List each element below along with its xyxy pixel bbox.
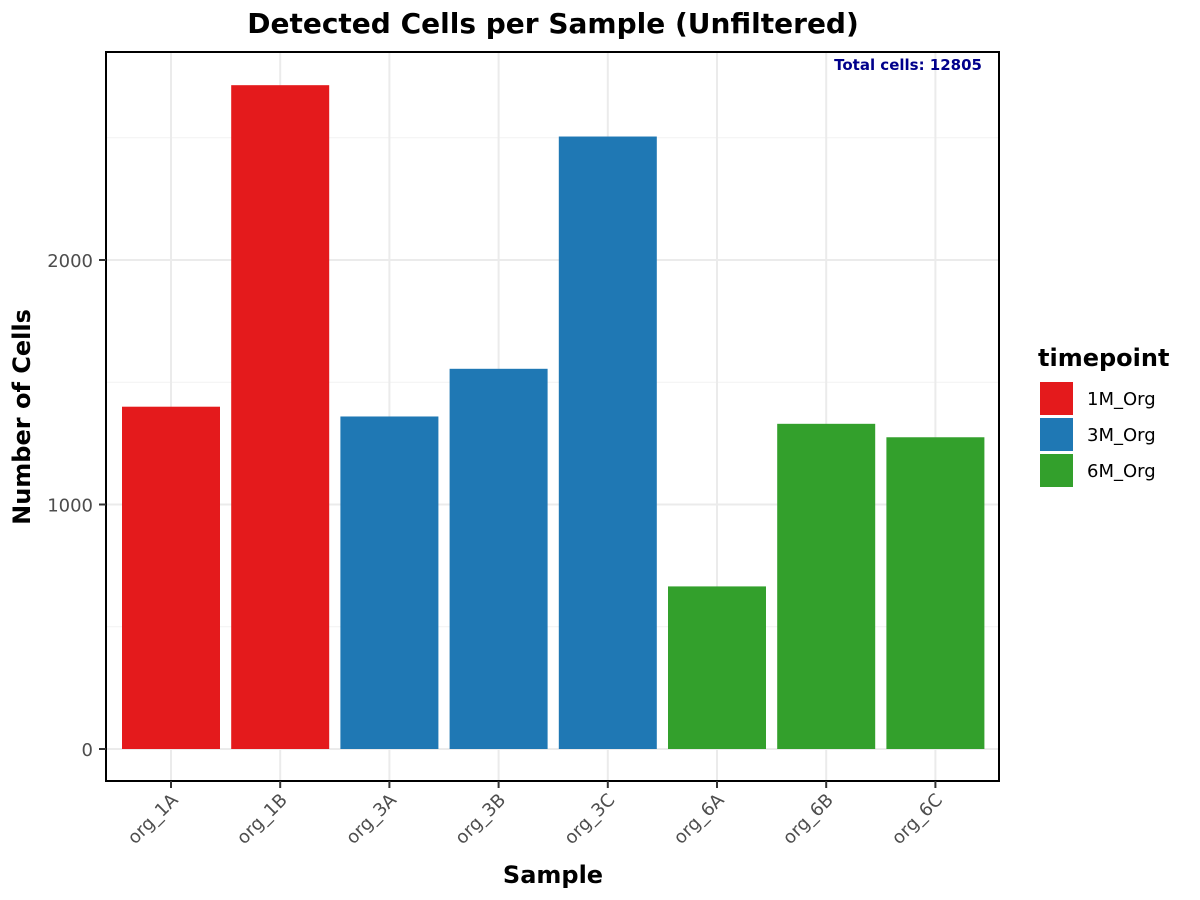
y-tick-label: 2000 <box>47 251 93 272</box>
bars <box>122 85 985 750</box>
total-cells-annotation: Total cells: 12805 <box>834 56 982 74</box>
bar-org_6B <box>777 423 876 749</box>
legend-label-1M_Org: 1M_Org <box>1087 389 1156 410</box>
legend-label-3M_Org: 3M_Org <box>1087 425 1156 446</box>
x-tick-label-org_3B: org_3B <box>451 790 510 849</box>
bar-org_6A <box>668 586 766 749</box>
x-tick-label-org_1B: org_1B <box>233 790 292 849</box>
y-tick-label: 1000 <box>47 496 93 517</box>
legend-swatch-3M_Org <box>1040 418 1073 451</box>
x-axis: org_1A org_1B org_3A org_3B org_3C org_6A org_… <box>124 781 947 849</box>
legend-title: timepoint <box>1038 344 1169 372</box>
y-tick-label: 0 <box>82 740 93 761</box>
legend: timepoint 1M_Org 3M_Org 6M_Org <box>1038 344 1169 487</box>
x-tick-label-org_6C: org_6C <box>888 790 947 849</box>
x-axis-title: Sample <box>503 861 603 889</box>
y-axis-title: Number of Cells <box>8 309 36 525</box>
x-tick-label-org_6A: org_6A <box>670 789 729 848</box>
x-tick-label-org_1A: org_1A <box>124 789 183 848</box>
y-axis: 0 1000 2000 <box>47 251 106 761</box>
x-tick-label-org_3C: org_3C <box>560 790 619 849</box>
chart-title: Detected Cells per Sample (Unfiltered) <box>247 7 859 40</box>
legend-swatch-1M_Org <box>1040 382 1073 415</box>
x-tick-label-org_3A: org_3A <box>342 789 401 848</box>
bar-org_1B <box>231 85 330 750</box>
bar-org_6C <box>886 437 985 749</box>
legend-label-6M_Org: 6M_Org <box>1087 461 1156 482</box>
bar-org_3C <box>558 136 657 750</box>
bar-org_3A <box>340 416 439 749</box>
bar-org_3B <box>449 368 548 749</box>
legend-swatch-6M_Org <box>1040 454 1073 487</box>
x-tick-label-org_6B: org_6B <box>779 790 838 849</box>
bar-org_1A <box>122 406 220 749</box>
panel-border <box>105 51 1000 782</box>
